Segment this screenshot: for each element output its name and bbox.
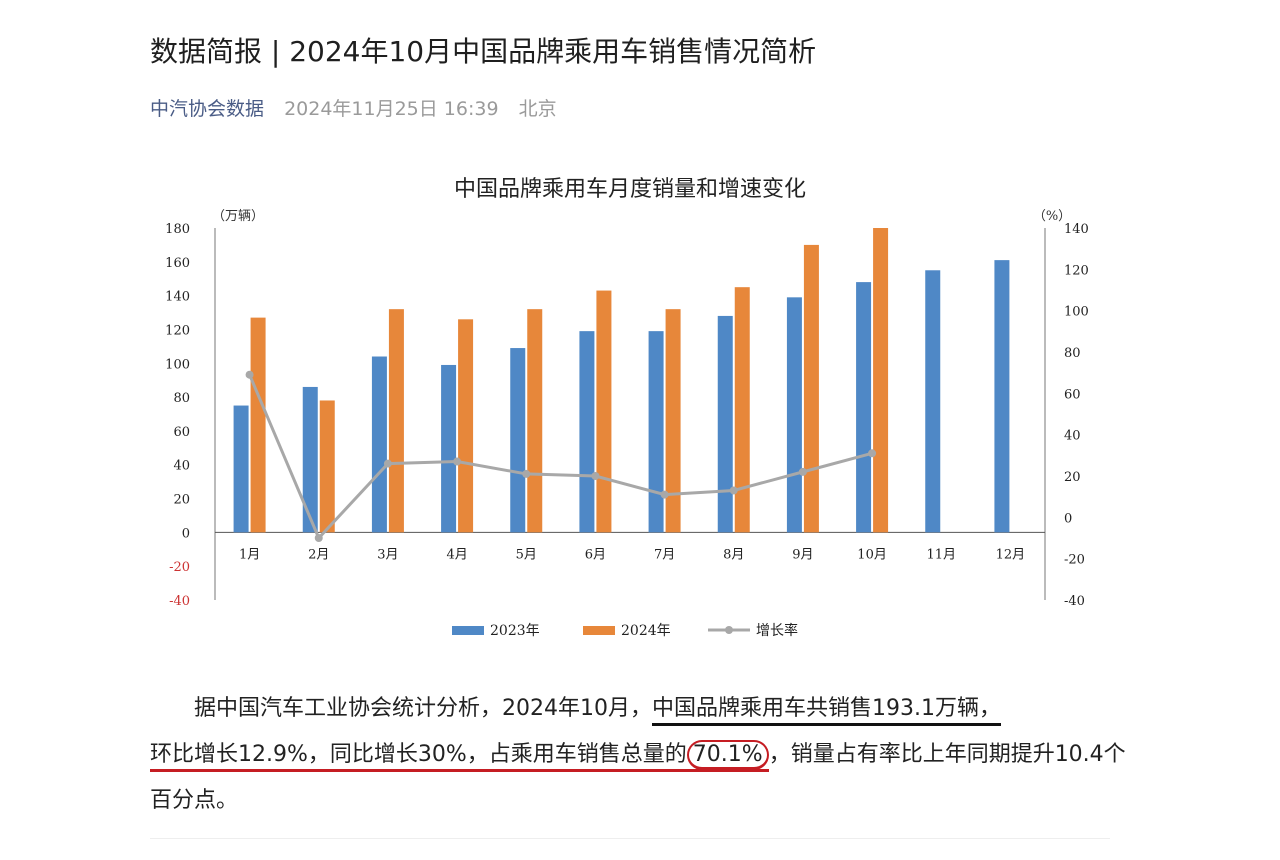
legend-label-growth: 增长率	[756, 622, 798, 639]
sales-chart: 中国品牌乘用车月度销量和增速变化 （万辆） （%） -40 -20 0 20 40 60 80 10…	[140, 160, 1140, 660]
growth-point	[591, 472, 600, 480]
bar-2023	[648, 331, 664, 533]
bar-2024	[388, 309, 404, 533]
article-paragraph: 据中国汽车工业协会统计分析，2024年10月，中国品牌乘用车共销售193.1万辆…	[150, 686, 1130, 824]
y2-axis-unit: （%）	[1033, 209, 1071, 224]
para-text-1: 据中国汽车工业协会统计分析，2024年10月，	[194, 696, 652, 721]
y-tick-label: -20	[169, 560, 190, 575]
para-highlight-growth: 环比增长12.9%，同比增长30%，占乘用车销售总量的 70.1%	[150, 740, 769, 772]
legend-label-2023: 2023年	[490, 623, 540, 639]
growth-point	[868, 449, 877, 458]
para-text-5: ，销量占有率比上年同期提升10.4个百分点。	[150, 742, 1126, 813]
para-text-3: 环比增长12.9%，同比增长30%，占乘用车销售总量的	[150, 742, 687, 767]
source-link[interactable]: 中汽协会数据	[150, 98, 265, 120]
x-tick-label: 7月	[654, 547, 675, 562]
x-tick-label: 12月	[996, 547, 1026, 562]
article-title: 数据简报 | 2024年10月中国品牌乘用车销售情况简析	[150, 35, 817, 68]
x-tick-label: 3月	[377, 547, 398, 562]
bar-2023	[717, 315, 733, 533]
y-tick-label: 160	[165, 256, 190, 271]
growth-point	[660, 490, 669, 499]
legend-swatch-2023	[452, 626, 484, 635]
growth-point	[729, 486, 738, 495]
divider	[150, 838, 1110, 839]
x-tick-label: 6月	[585, 547, 606, 562]
growth-point	[245, 370, 254, 379]
y2-tick-label: -40	[1064, 594, 1085, 609]
publish-time: 2024年11月25日 16:39	[284, 98, 499, 120]
y-tick-label: 0	[182, 526, 190, 541]
para-circled-share: 70.1%	[686, 740, 769, 770]
para-highlight-sales: 中国品牌乘用车共销售193.1万辆，	[651, 696, 1001, 726]
bar-2024	[250, 317, 266, 533]
bar-2024	[873, 228, 889, 533]
bar-2024	[458, 319, 474, 533]
bar-2024	[319, 400, 335, 533]
bar-2024	[527, 309, 543, 533]
x-tick-label: 8月	[723, 547, 744, 562]
legend-marker-growth	[725, 626, 733, 634]
y2-tick-label: 80	[1064, 346, 1081, 361]
growth-point	[383, 459, 392, 468]
y-tick-label: 60	[173, 425, 190, 440]
y2-tick-label: 0	[1064, 511, 1072, 526]
y-tick-label: 140	[165, 290, 190, 305]
y2-tick-label: 60	[1064, 387, 1081, 402]
x-tick-label: 4月	[446, 547, 467, 562]
y2-tick-label: 20	[1064, 470, 1081, 485]
publish-location: 北京	[518, 98, 557, 120]
bar-2023	[994, 260, 1010, 533]
y-tick-label: 40	[173, 459, 190, 474]
y-tick-label: 100	[165, 357, 190, 372]
x-tick-label: 2月	[308, 547, 329, 562]
growth-point	[522, 469, 531, 478]
y2-tick-label: 120	[1064, 263, 1089, 278]
bar-2023	[233, 405, 249, 533]
y-tick-label: 180	[165, 222, 190, 237]
bar-2023	[510, 348, 526, 533]
y2-tick-label: -20	[1064, 553, 1085, 568]
growth-point	[453, 457, 462, 466]
x-tick-label: 5月	[516, 547, 537, 562]
bar-2023	[371, 356, 387, 533]
bar-2023	[579, 331, 595, 533]
x-tick-label: 11月	[926, 547, 956, 562]
bar-2023	[441, 364, 457, 533]
x-tick-label: 1月	[239, 547, 260, 562]
bar-2024	[596, 290, 612, 533]
bar-2024	[665, 309, 681, 533]
x-tick-label: 9月	[792, 547, 813, 562]
growth-point	[314, 534, 323, 542]
bar-2023	[856, 282, 872, 533]
growth-line	[248, 374, 873, 541]
y-tick-label: 20	[173, 493, 190, 508]
y-axis-unit: （万辆）	[212, 209, 264, 224]
y-tick-label: -40	[169, 594, 190, 609]
article-meta: 中汽协会数据 2024年11月25日 16:39 北京	[150, 94, 557, 121]
y-tick-label: 120	[165, 323, 190, 338]
bar-2023	[786, 297, 802, 533]
bar-2023	[925, 270, 941, 533]
y2-tick-label: 140	[1064, 222, 1089, 237]
legend-label-2024: 2024年	[621, 623, 671, 639]
bar-2023	[302, 386, 318, 533]
bar-2024	[734, 287, 750, 533]
chart-title: 中国品牌乘用车月度销量和增速变化	[454, 177, 806, 202]
y-tick-label: 80	[173, 391, 190, 406]
x-tick-label: 10月	[857, 547, 887, 562]
y2-tick-label: 100	[1064, 305, 1089, 320]
growth-point	[798, 467, 807, 476]
chart-canvas: 中国品牌乘用车月度销量和增速变化 （万辆） （%） -40 -20 0 20 40 60 80 10…	[165, 177, 1089, 639]
legend-swatch-2024	[583, 626, 615, 635]
bar-2024	[803, 244, 819, 533]
y2-tick-label: 40	[1064, 429, 1081, 444]
